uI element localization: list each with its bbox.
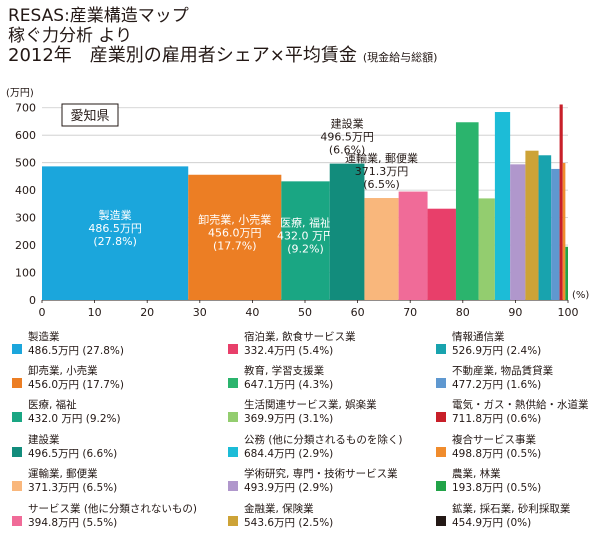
x-tick-label: 100 bbox=[558, 306, 579, 319]
bar-17 bbox=[565, 246, 568, 300]
bar-10 bbox=[494, 112, 511, 301]
x-tick-label: 70 bbox=[403, 306, 417, 319]
bar-label: 432.0 万円 bbox=[277, 230, 334, 243]
title-line-3-main: 2012年 産業別の雇用者シェア×平均賃金 bbox=[8, 45, 357, 66]
bar-label: 医療, 福祉 bbox=[280, 216, 331, 230]
bar-label: 371.3万円 bbox=[355, 165, 409, 178]
chart-title-block: RESAS:産業構造マップ 稼ぐ力分析 より 2012年 産業別の雇用者シェア×… bbox=[8, 6, 437, 68]
y-tick-label: 600 bbox=[15, 129, 36, 142]
bar-6 bbox=[398, 191, 428, 300]
title-line-1: RESAS:産業構造マップ bbox=[8, 6, 189, 26]
y-tick-label: 0 bbox=[29, 294, 36, 307]
bar-9 bbox=[478, 198, 495, 300]
bar-label: (9.2%) bbox=[287, 243, 324, 256]
region-box bbox=[61, 103, 119, 127]
bar-2 bbox=[188, 174, 282, 300]
title-line-3: 2012年 産業別の雇用者シェア×平均賃金 (現金給与総額) bbox=[8, 46, 437, 68]
bar-label: 卸売業, 小売業 bbox=[198, 212, 271, 226]
x-tick-label: 30 bbox=[193, 306, 207, 319]
x-tick-label: 10 bbox=[88, 306, 102, 319]
y-tick-label: 700 bbox=[15, 102, 36, 115]
title-line-2: 稼ぐ力分析 より bbox=[8, 26, 133, 46]
y-tick-label: 300 bbox=[15, 212, 36, 225]
bar-label: 運輸業, 郵便業 bbox=[345, 151, 418, 165]
bar-16 bbox=[562, 162, 566, 300]
bar-15 bbox=[559, 104, 563, 300]
x-tick-label: 40 bbox=[245, 306, 259, 319]
bar-5 bbox=[364, 198, 399, 300]
bar-label: (6.6%) bbox=[329, 144, 366, 157]
bar-8 bbox=[455, 122, 479, 300]
bar-label: (6.5%) bbox=[363, 178, 400, 191]
y-axis-unit: (万円) bbox=[6, 88, 34, 99]
bar-13 bbox=[538, 155, 552, 300]
title-line-3-note: (現金給与総額) bbox=[362, 51, 438, 64]
x-axis-unit: (%) bbox=[572, 290, 589, 301]
x-tick-label: 50 bbox=[298, 306, 312, 319]
bar-label: (27.8%) bbox=[93, 235, 137, 248]
x-tick-label: 80 bbox=[456, 306, 470, 319]
region-label: 愛知県 bbox=[70, 108, 109, 124]
bar-label: 建設業 bbox=[331, 117, 364, 131]
y-tick-label: 400 bbox=[15, 184, 36, 197]
bar-3 bbox=[281, 181, 330, 300]
bar-11 bbox=[510, 164, 526, 300]
bar-label: (17.7%) bbox=[213, 239, 257, 252]
x-tick-label: 60 bbox=[351, 306, 365, 319]
bar-4 bbox=[329, 163, 365, 300]
x-tick-label: 90 bbox=[508, 306, 522, 319]
bar-label: 456.0万円 bbox=[208, 226, 262, 239]
bar-12 bbox=[525, 150, 539, 300]
y-tick-label: 100 bbox=[15, 267, 36, 280]
y-tick-label: 200 bbox=[15, 239, 36, 252]
bar-label: 製造業 bbox=[99, 208, 132, 222]
bar-label: 486.5万円 bbox=[88, 222, 142, 235]
x-tick-label: 20 bbox=[140, 306, 154, 319]
bar-label: 496.5万円 bbox=[320, 131, 374, 144]
x-tick-label: 0 bbox=[39, 306, 46, 319]
bar-14 bbox=[551, 168, 560, 300]
y-tick-label: 500 bbox=[15, 157, 36, 170]
bar-1 bbox=[42, 166, 189, 300]
bar-7 bbox=[427, 208, 456, 300]
